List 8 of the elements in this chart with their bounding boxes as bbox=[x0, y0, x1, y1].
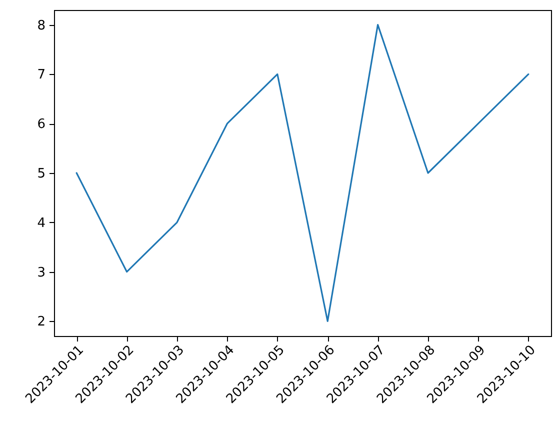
y-tick-label: 3 bbox=[37, 265, 46, 280]
y-tick-label: 5 bbox=[37, 166, 46, 182]
y-tick-label: 7 bbox=[37, 68, 46, 83]
y-tick-label: 6 bbox=[37, 117, 46, 132]
line-series bbox=[76, 24, 530, 322]
y-tick-label: 8 bbox=[37, 18, 46, 34]
y-tick-label: 4 bbox=[37, 216, 46, 231]
y-tick-label: 2 bbox=[37, 314, 46, 330]
